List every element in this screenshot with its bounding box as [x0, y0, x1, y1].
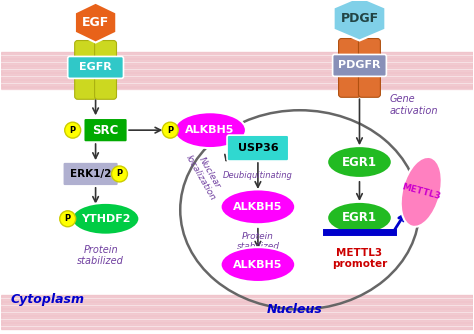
Bar	[1, 327, 473, 329]
Text: Nuclear
localization: Nuclear localization	[184, 148, 226, 202]
Text: YTHDF2: YTHDF2	[81, 214, 130, 224]
Bar	[1, 320, 473, 322]
FancyBboxPatch shape	[95, 40, 117, 60]
Bar	[1, 77, 473, 79]
Text: PDGFR: PDGFR	[338, 60, 381, 70]
Text: Protein
stabilized: Protein stabilized	[77, 245, 124, 266]
Circle shape	[111, 166, 128, 182]
Text: METTL3: METTL3	[401, 182, 442, 201]
Text: PDGF: PDGF	[340, 12, 379, 25]
Ellipse shape	[220, 247, 295, 282]
FancyBboxPatch shape	[358, 38, 381, 58]
Bar	[1, 309, 473, 311]
Ellipse shape	[220, 189, 295, 224]
FancyBboxPatch shape	[95, 73, 117, 99]
Bar	[1, 296, 473, 298]
Text: ALKBH5: ALKBH5	[233, 202, 283, 212]
Bar	[1, 63, 473, 65]
Bar	[1, 302, 473, 304]
FancyBboxPatch shape	[83, 118, 128, 142]
FancyBboxPatch shape	[358, 71, 381, 97]
Bar	[1, 66, 473, 68]
Bar	[1, 84, 473, 86]
Bar	[1, 80, 473, 82]
FancyBboxPatch shape	[333, 54, 386, 76]
Text: ERK1/2: ERK1/2	[70, 169, 111, 179]
Ellipse shape	[327, 202, 392, 234]
Text: EGR1: EGR1	[342, 156, 377, 169]
Text: P: P	[64, 214, 71, 223]
Bar	[1, 59, 473, 61]
Bar	[1, 316, 473, 318]
Text: EGF: EGF	[82, 16, 109, 29]
Text: METTL3
promoter: METTL3 promoter	[332, 248, 387, 269]
FancyBboxPatch shape	[75, 40, 97, 60]
Circle shape	[60, 211, 76, 227]
Text: P: P	[70, 126, 76, 135]
FancyBboxPatch shape	[63, 162, 118, 186]
Ellipse shape	[72, 203, 139, 235]
Text: P: P	[117, 169, 123, 178]
Bar	[1, 299, 473, 301]
Ellipse shape	[174, 112, 246, 148]
Text: Nucleus: Nucleus	[267, 303, 323, 316]
Text: ALKBH5: ALKBH5	[233, 260, 283, 270]
Text: P: P	[167, 126, 173, 135]
Text: Protein
stabilized: Protein stabilized	[237, 232, 279, 251]
Bar	[1, 52, 473, 88]
Bar	[1, 87, 473, 89]
FancyBboxPatch shape	[338, 38, 361, 58]
Polygon shape	[75, 3, 116, 42]
Text: USP36: USP36	[237, 143, 278, 153]
Text: SRC: SRC	[92, 124, 118, 137]
Bar	[1, 296, 473, 329]
FancyBboxPatch shape	[338, 71, 361, 97]
Bar	[1, 70, 473, 72]
Ellipse shape	[401, 157, 442, 227]
Bar	[1, 323, 473, 325]
Text: Cytoplasm: Cytoplasm	[11, 293, 85, 306]
Bar	[1, 313, 473, 315]
Circle shape	[162, 122, 178, 138]
Bar	[1, 52, 473, 54]
Bar	[1, 56, 473, 58]
Text: EGR1: EGR1	[342, 211, 377, 224]
Circle shape	[65, 122, 81, 138]
Bar	[1, 306, 473, 308]
Ellipse shape	[327, 146, 392, 178]
Text: Gene
activation: Gene activation	[389, 95, 438, 116]
FancyBboxPatch shape	[75, 73, 97, 99]
Text: Deubiquitinating: Deubiquitinating	[223, 171, 293, 180]
Bar	[1, 73, 473, 75]
Text: EGFR: EGFR	[79, 62, 112, 72]
Polygon shape	[334, 0, 385, 40]
FancyBboxPatch shape	[68, 56, 123, 78]
FancyBboxPatch shape	[227, 135, 289, 161]
Text: ALKBH5: ALKBH5	[185, 125, 235, 135]
